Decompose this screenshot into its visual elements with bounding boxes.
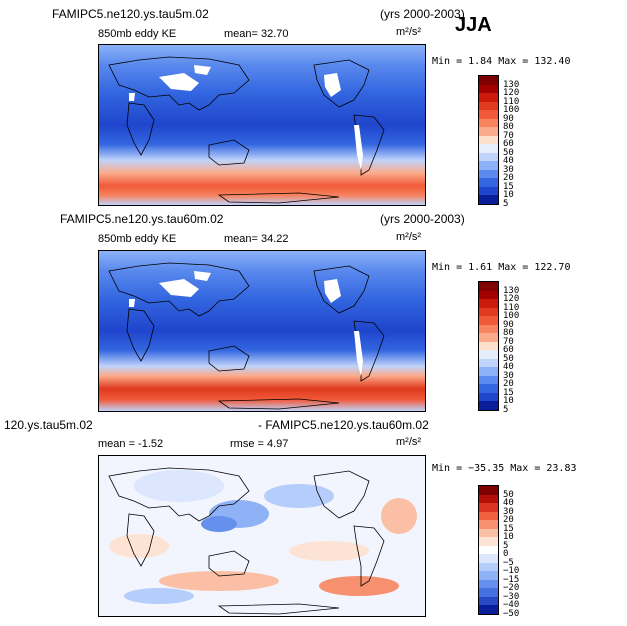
panel-2-map [98,250,426,412]
colorbar-tick-label: 130 [503,80,520,90]
colorbar-tick-label: 60 [503,139,514,149]
colorbar-tick-label: 15 [503,524,514,534]
terrain-mask [129,65,363,170]
panel-3-colorbar [478,485,499,615]
panel-3-minmax: Min = −35.35 Max = 23.83 [432,463,577,474]
panel-1-mean: mean= 32.70 [224,28,289,40]
colorbar-tick-label: −15 [503,575,520,585]
colorbar-tick-label: −10 [503,566,520,576]
colorbar-tick-label: −40 [503,600,520,610]
field-background [99,45,425,205]
colorbar-tick-label: 70 [503,337,514,347]
colorbar-tick-label: −20 [503,583,520,593]
panel-2-units: m²/s² [396,231,422,243]
colorbar-tick-label: 60 [503,345,514,355]
colorbar-tick-label: 5 [503,199,509,209]
coastlines [108,467,385,615]
colorbar-tick-label: 20 [503,515,514,525]
colorbar-tick-label: 30 [503,507,514,517]
panel-1-map [98,44,426,206]
colorbar-tick-label: 40 [503,156,514,166]
panel-1-units: m²/s² [396,26,422,38]
panel-2-colorbar [478,281,499,411]
panel-1-minmax: Min = 1.84 Max = 132.40 [432,56,571,67]
panel-3-minus-case: - FAMIPC5.ne120.ys.tau60m.02 [258,418,429,432]
panel-2-mean: mean= 34.22 [224,233,289,245]
panel-1-colorbar [478,75,499,205]
field-background [99,251,425,411]
colorbar-tick-label: 100 [503,311,520,321]
colorbar-tick-label: 40 [503,498,514,508]
terrain-mask [129,271,363,376]
colorbar-tick-label: 15 [503,388,514,398]
colorbar-tick-label: 80 [503,328,514,338]
colorbar-tick-label: 120 [503,294,520,304]
panel-3-rmse: rmse = 4.97 [230,438,289,450]
colorbar-tick-label: 10 [503,396,514,406]
panel-3-map [98,455,426,617]
colorbar-tick-label: 90 [503,320,514,330]
panel-2-case-title: FAMIPC5.ne120.ys.tau60m.02 [60,212,224,226]
colorbar-tick-label: 130 [503,286,520,296]
panel-3-mean: mean = -1.52 [98,438,164,450]
colorbar-tick-label: 50 [503,354,514,364]
colorbar-tick-label: 70 [503,131,514,141]
colorbar-tick-label: −5 [503,558,514,568]
colorbar-tick-label: 0 [503,549,509,559]
colorbar-tick-label: 5 [503,405,509,415]
coastlines [108,56,385,204]
colorbar-tick-label: 10 [503,532,514,542]
panel-2-minmax: Min = 1.61 Max = 122.70 [432,262,571,273]
panel-1-case-title: FAMIPC5.ne120.ys.tau5m.02 [52,7,209,21]
colorbar-tick-label: 30 [503,165,514,175]
panel-2-years: (yrs 2000-2003) [380,212,465,226]
colorbar-tick-label: 50 [503,490,514,500]
colorbar-tick-label: 40 [503,362,514,372]
panel-3-case-title: 120.ys.tau5m.02 [4,418,93,432]
colorbar-tick-label: 120 [503,88,520,98]
panel-2-variable: 850mb eddy KE [98,233,177,245]
colorbar-tick-label: 20 [503,379,514,389]
colorbar-tick-label: 90 [503,114,514,124]
difference-anomalies [109,470,417,604]
colorbar-tick-label: 20 [503,173,514,183]
colorbar-tick-label: −50 [503,609,520,619]
colorbar-tick-label: 110 [503,97,520,107]
colorbar-tick-label: 5 [503,541,509,551]
panel-1-variable: 850mb eddy KE [98,28,177,40]
colorbar-tick-label: 80 [503,122,514,132]
colorbar-tick-label: 110 [503,303,520,313]
colorbar-tick-label: −30 [503,592,520,602]
panel-1-years: (yrs 2000-2003) [380,7,465,21]
colorbar-tick-label: 100 [503,105,520,115]
colorbar-tick-label: 10 [503,190,514,200]
colorbar-tick-label: 15 [503,182,514,192]
colorbar-tick-label: 50 [503,148,514,158]
panel-3-units: m²/s² [396,436,422,448]
season-label: JJA [455,14,492,36]
colorbar-tick-label: 30 [503,371,514,381]
